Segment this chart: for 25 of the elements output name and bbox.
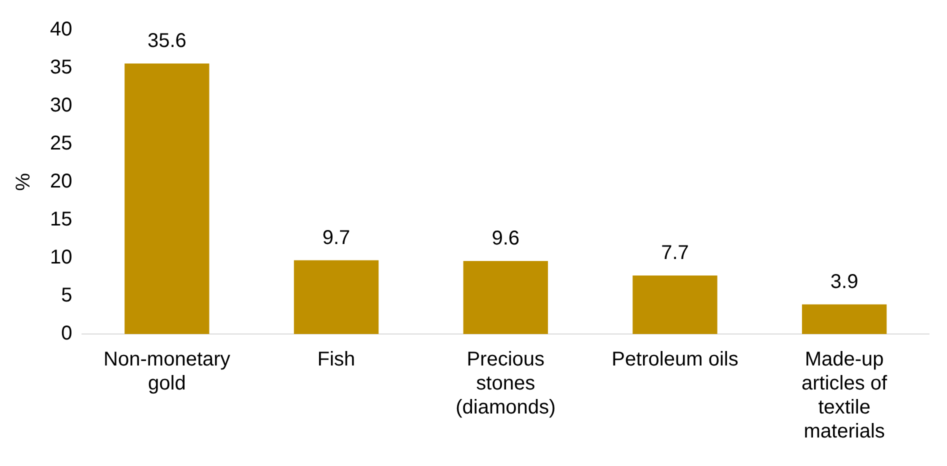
bar	[802, 304, 887, 334]
bar	[294, 260, 379, 334]
y-tick-label: 10	[50, 246, 72, 269]
data-label: 9.6	[492, 228, 520, 250]
bar	[632, 275, 718, 334]
x-tick-label: Fish	[317, 348, 356, 371]
data-label: 7.7	[661, 242, 689, 264]
y-tick-label: 30	[50, 94, 72, 117]
data-label: 3.9	[830, 270, 858, 293]
y-tick-label: 40	[50, 18, 72, 41]
data-label: 35.6	[147, 30, 186, 52]
y-tick-label: 5	[61, 284, 72, 307]
bar	[463, 261, 548, 334]
y-tick-label: 15	[50, 208, 72, 231]
x-tick-label: Made-up articles of textile materials	[802, 348, 888, 443]
x-tick-label: Precious stones (diamonds)	[456, 348, 556, 419]
y-tick-label: 0	[61, 322, 72, 345]
y-axis-title: %	[12, 172, 35, 191]
x-tick-label: Petroleum oils	[612, 348, 738, 371]
y-tick-label: 25	[50, 132, 72, 155]
x-tick-label: Non-monetary gold	[104, 348, 230, 395]
y-tick-label: 20	[50, 170, 72, 193]
bar	[124, 63, 210, 334]
data-label: 9.7	[322, 226, 350, 249]
y-tick-label: 35	[50, 56, 72, 79]
